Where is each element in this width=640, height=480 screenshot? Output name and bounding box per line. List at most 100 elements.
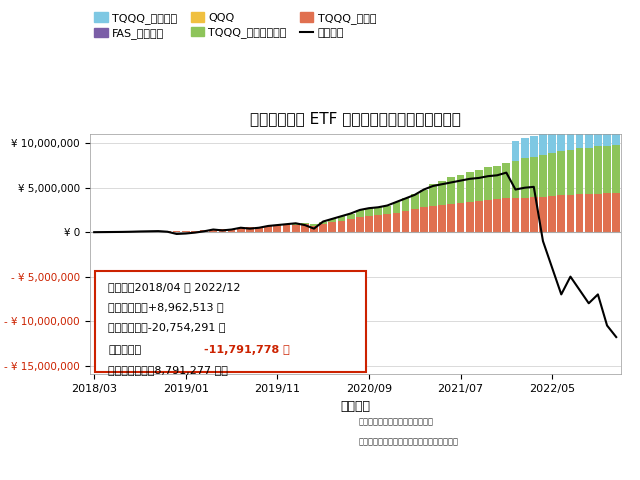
Bar <box>548 120 556 153</box>
Bar <box>310 226 318 232</box>
Title: トライオート ETF の実現損益と合計損益の推移: トライオート ETF の実現損益と合計損益の推移 <box>250 111 461 126</box>
Bar <box>594 193 602 232</box>
Bar <box>576 194 584 232</box>
Bar <box>594 146 602 193</box>
Text: 期間：　2018/04 ～ 2022/12: 期間： 2018/04 ～ 2022/12 <box>108 282 241 292</box>
Bar <box>603 146 611 193</box>
Bar <box>530 136 538 157</box>
Bar <box>255 227 263 232</box>
Bar <box>264 226 272 232</box>
Bar <box>411 209 419 232</box>
Bar <box>328 219 336 222</box>
Bar <box>420 207 428 232</box>
Bar <box>521 197 529 232</box>
Bar <box>246 228 254 232</box>
Bar <box>548 153 556 196</box>
Bar <box>301 224 308 232</box>
Bar <box>585 112 593 148</box>
Bar <box>356 217 364 232</box>
Bar <box>365 216 373 232</box>
Bar <box>557 116 565 151</box>
Bar <box>292 223 300 225</box>
Bar <box>182 231 189 232</box>
Bar <box>475 170 483 201</box>
Bar <box>383 205 391 215</box>
Bar <box>209 229 217 232</box>
Y-axis label: 利益: 利益 <box>0 247 1 262</box>
Bar <box>237 228 244 232</box>
Text: 合計損益：ポジションを全決済した時の損益: 合計損益：ポジションを全決済した時の損益 <box>358 437 458 446</box>
Bar <box>356 210 364 217</box>
Bar <box>576 113 584 148</box>
Bar <box>521 138 529 158</box>
Bar <box>392 202 400 213</box>
FancyBboxPatch shape <box>95 271 366 372</box>
Bar <box>475 201 483 232</box>
Bar <box>429 205 437 232</box>
Bar <box>539 155 547 197</box>
Bar <box>585 148 593 194</box>
Bar <box>374 216 382 232</box>
Bar <box>164 231 172 232</box>
Bar <box>447 204 455 232</box>
Bar <box>365 208 373 216</box>
Bar <box>420 190 428 207</box>
Bar <box>603 193 611 232</box>
Bar <box>566 115 574 149</box>
Bar <box>484 168 492 200</box>
Text: （投資元本：　8,791,277 円）: （投資元本： 8,791,277 円） <box>108 365 228 375</box>
Bar <box>337 221 346 232</box>
Bar <box>392 213 400 232</box>
Bar <box>383 215 391 232</box>
Bar <box>402 211 410 232</box>
Bar <box>511 198 520 232</box>
Bar <box>548 196 556 232</box>
Bar <box>319 222 327 224</box>
Text: 合計損益：: 合計損益： <box>108 345 141 355</box>
Text: 実現損益：　+8,962,513 円: 実現損益： +8,962,513 円 <box>108 302 224 312</box>
Bar <box>154 231 162 232</box>
Bar <box>292 225 300 232</box>
Bar <box>273 226 281 232</box>
Bar <box>191 231 199 232</box>
Bar <box>328 222 336 232</box>
Bar <box>530 197 538 232</box>
Bar <box>511 141 520 161</box>
Bar <box>402 198 410 211</box>
Bar <box>228 228 236 232</box>
Bar <box>511 161 520 198</box>
Bar <box>612 193 620 232</box>
Bar <box>557 195 565 232</box>
Bar <box>557 151 565 195</box>
Bar <box>429 184 437 205</box>
Bar <box>493 166 501 199</box>
Bar <box>539 132 547 155</box>
Bar <box>466 202 474 232</box>
Bar <box>456 203 465 232</box>
Bar <box>502 163 510 198</box>
Bar <box>612 145 620 193</box>
Bar <box>493 199 501 232</box>
Bar <box>347 214 355 219</box>
Bar <box>456 175 465 203</box>
Bar <box>438 180 446 204</box>
Bar <box>484 200 492 232</box>
Bar <box>438 204 446 232</box>
Bar <box>374 207 382 216</box>
Bar <box>566 149 574 195</box>
Bar <box>218 229 227 232</box>
X-axis label: 運用期間: 運用期間 <box>340 400 370 413</box>
Bar <box>283 225 291 232</box>
Bar <box>603 110 611 146</box>
Bar <box>539 197 547 232</box>
Bar <box>347 219 355 232</box>
Bar <box>521 158 529 197</box>
Bar <box>585 194 593 232</box>
Bar <box>612 108 620 145</box>
Text: -11,791,778 円: -11,791,778 円 <box>204 345 289 355</box>
Bar <box>301 223 308 224</box>
Bar <box>411 194 419 209</box>
Bar <box>173 231 180 232</box>
Text: 実現損益：決済益＋分配金＋金利: 実現損益：決済益＋分配金＋金利 <box>358 418 433 427</box>
Bar <box>136 231 144 232</box>
